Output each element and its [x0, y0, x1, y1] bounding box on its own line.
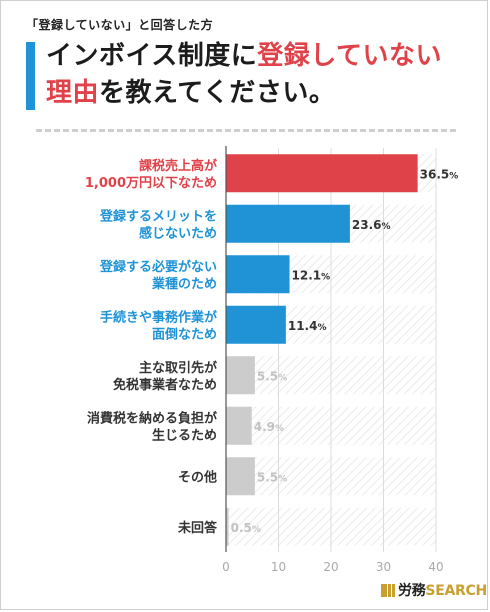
- category-label-line: その他: [178, 469, 217, 485]
- value-label: 5.5%: [257, 369, 287, 383]
- value-percent: %: [321, 272, 330, 282]
- logo-text: 労務SEARCH: [398, 580, 487, 600]
- category-label-line: 面倒なため: [152, 326, 217, 342]
- title-accent-bar: [26, 42, 35, 110]
- value-number: 12.1: [292, 268, 322, 282]
- value-number: 23.6: [352, 218, 382, 232]
- bar: [226, 406, 252, 445]
- category-label-line: 手続きや事務作業が: [100, 309, 217, 325]
- category-label-line: 消費税を納める負担が: [87, 410, 217, 426]
- category-label: その他: [178, 469, 217, 485]
- category-label-line: 免税事業者なため: [113, 377, 217, 393]
- title-part-3: を教えてください。: [99, 78, 336, 108]
- logo-brand: 労務: [398, 583, 426, 599]
- bar: [226, 356, 255, 395]
- brand-logo: 労務SEARCH: [381, 580, 487, 600]
- category-label: 主な取引先が免税事業者なため: [113, 360, 217, 393]
- title-line-1: インボイス制度に登録していない: [46, 38, 442, 75]
- value-percent: %: [449, 171, 458, 181]
- value-number: 36.5: [420, 167, 450, 181]
- x-tick-label: 0: [222, 560, 230, 574]
- value-percent: %: [252, 525, 261, 535]
- category-label-line: 登録する必要がない: [99, 259, 217, 275]
- category-label-line: 業種のため: [151, 276, 217, 292]
- bar: [226, 305, 286, 344]
- bar: [226, 255, 290, 294]
- bar: [226, 457, 255, 496]
- value-label: 36.5%: [420, 167, 459, 181]
- value-number: 4.9: [254, 420, 275, 434]
- bar: [226, 204, 350, 243]
- category-label: 消費税を納める負担が生じるため: [87, 410, 217, 443]
- category-label-line: 感じないため: [139, 225, 217, 241]
- value-label: 11.4%: [288, 319, 327, 333]
- title-line-2: 理由を教えてください。: [46, 75, 442, 112]
- category-label-line: 生じるため: [152, 427, 217, 443]
- value-number: 5.5: [257, 369, 278, 383]
- value-label: 12.1%: [292, 268, 331, 282]
- logo-search: SEARCH: [425, 583, 487, 599]
- value-label: 0.5%: [231, 521, 261, 535]
- value-percent: %: [278, 474, 287, 484]
- chart-subtitle: 「登録していない」と回答した方: [26, 18, 214, 32]
- value-percent: %: [275, 424, 284, 434]
- dashed-separator: [36, 129, 456, 132]
- category-label: 登録する必要がない業種のため: [99, 259, 217, 292]
- title-part-2: 理由: [46, 78, 100, 108]
- category-label: 未回答: [177, 520, 218, 536]
- x-tick-label: 10: [271, 560, 286, 574]
- value-label: 4.9%: [254, 420, 284, 434]
- chart-title: インボイス制度に登録していない 理由を教えてください。: [46, 38, 442, 112]
- value-percent: %: [382, 222, 391, 232]
- bar: [226, 507, 229, 546]
- value-label: 5.5%: [257, 470, 287, 484]
- category-label-line: 課税売上高が: [139, 158, 217, 174]
- x-tick-label: 40: [428, 560, 443, 574]
- category-label-line: 主な取引先が: [139, 360, 217, 376]
- title-part-1: インボイス制度に: [46, 41, 258, 71]
- category-label: 課税売上高が 1,000万円以下なため: [85, 158, 217, 191]
- title-highlight: 登録していない: [257, 41, 442, 71]
- category-label-line: 未回答: [177, 520, 218, 536]
- value-number: 0.5: [231, 521, 252, 535]
- value-percent: %: [278, 373, 287, 383]
- category-label: 手続きや事務作業が面倒なため: [100, 309, 217, 342]
- bar: [226, 154, 418, 193]
- category-label: 登録するメリットを感じないため: [99, 208, 217, 241]
- chart-layer: 課税売上高が 1,000万円以下なため 36.5% 登録するメリットを感じないため 23…: [85, 146, 458, 574]
- value-label: 23.6%: [352, 218, 391, 232]
- value-number: 11.4: [288, 319, 318, 333]
- category-label-line: 1,000万円以下なため: [85, 176, 217, 191]
- value-percent: %: [317, 323, 326, 333]
- x-tick-label: 20: [323, 560, 338, 574]
- category-label-line: 登録するメリットを: [99, 208, 217, 224]
- book-logo-icon: [381, 583, 395, 597]
- x-tick-label: 30: [376, 560, 391, 574]
- value-number: 5.5: [257, 470, 278, 484]
